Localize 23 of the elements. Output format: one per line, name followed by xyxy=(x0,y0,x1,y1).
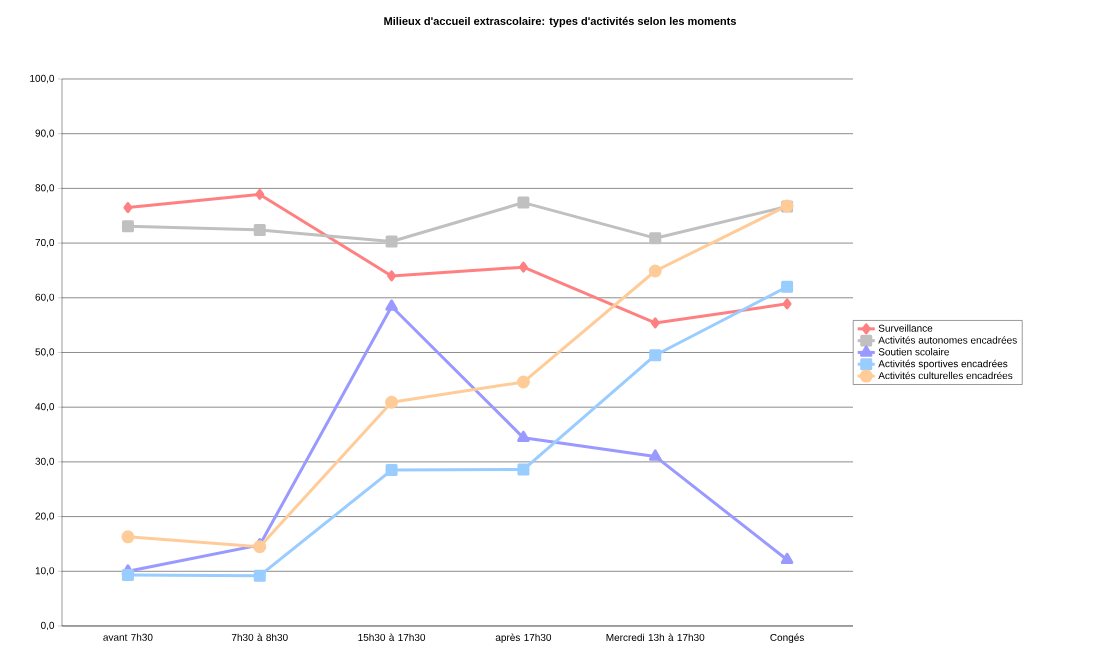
legend-label: Surveillance xyxy=(878,324,933,332)
y-tick-label: 90,0 xyxy=(35,129,55,138)
y-tick-label: 50,0 xyxy=(35,348,55,357)
x-tick-label: après 17h30 xyxy=(495,633,552,643)
legend-label: Activités autonomes encadrées xyxy=(878,336,1017,344)
x-tick-label: Mercredi 13h à 17h30 xyxy=(606,633,705,641)
chart-title: Milieux d'accueil extrascolaire: types d'activités selon les moments xyxy=(384,16,736,28)
y-tick-label: 100,0 xyxy=(30,74,55,84)
y-tick-label: 40,0 xyxy=(35,403,55,412)
y-tick-label: 60,0 xyxy=(35,293,55,302)
y-tick-label: 0,0 xyxy=(40,621,55,631)
y-tick-label: 10,0 xyxy=(35,567,55,576)
x-tick-label: avant 7h30 xyxy=(103,633,153,641)
y-tick-label: 80,0 xyxy=(35,184,55,193)
x-tick-label: 7h30 à 8h30 xyxy=(231,633,288,641)
legend-label: Activités culturelles encadrées xyxy=(878,371,1013,380)
x-tick-label: 15h30 à 17h30 xyxy=(358,633,426,641)
legend-label: Soutien scolaire xyxy=(878,348,949,356)
y-tick-label: 70,0 xyxy=(35,238,55,248)
y-tick-label: 30,0 xyxy=(35,457,55,467)
y-tick-label: 20,0 xyxy=(35,512,55,521)
x-tick-label: Congés xyxy=(770,633,804,643)
legend-label: Activités sportives encadrées xyxy=(878,359,1008,370)
